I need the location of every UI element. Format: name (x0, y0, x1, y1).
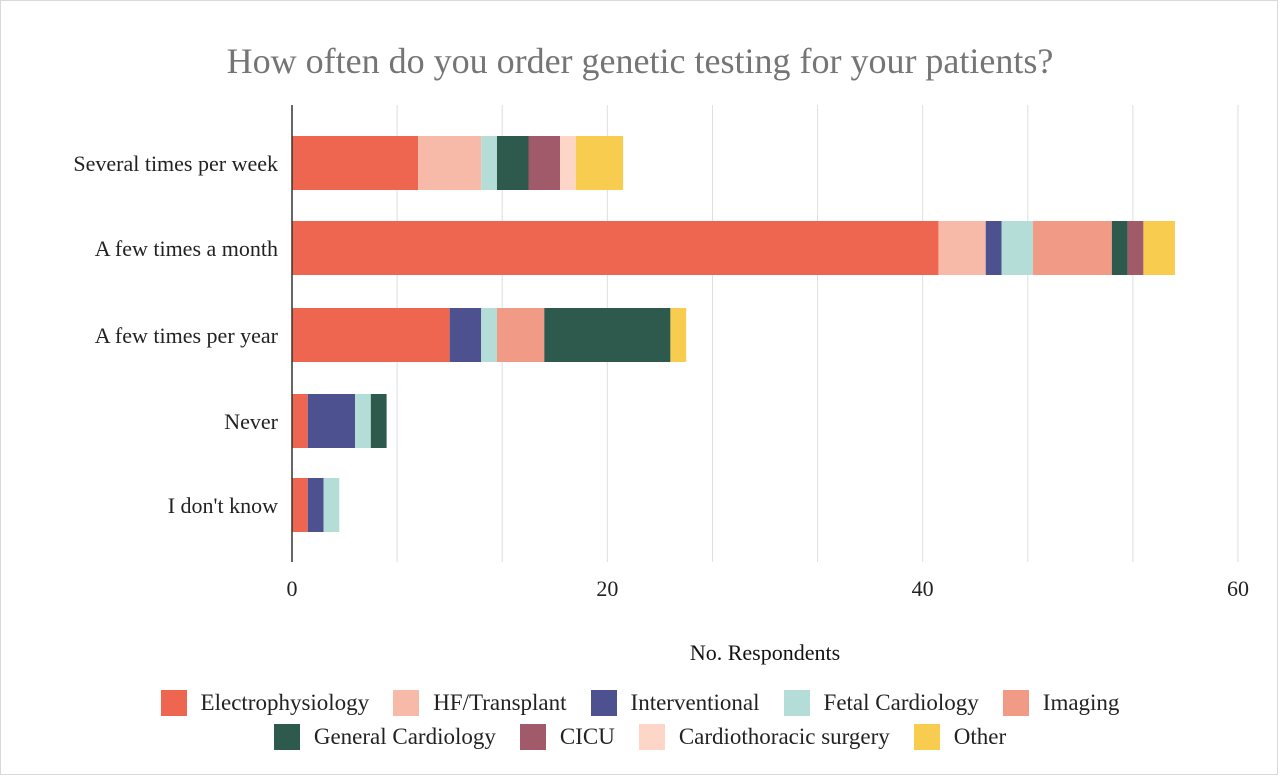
category-label: Never (224, 409, 278, 434)
bar-segment (1143, 221, 1175, 275)
legend-swatch (913, 724, 940, 750)
legend-label: Other (953, 724, 1007, 749)
bar-segment (370, 394, 387, 448)
legend-swatch (519, 724, 546, 750)
x-tick-label: 0 (287, 576, 298, 601)
bar-segment (323, 478, 340, 532)
legend-item: Interventional (590, 690, 760, 716)
legend-item: Cardiothoracic surgery (638, 724, 890, 750)
legend-item: CICU (519, 724, 615, 750)
bar-segment (985, 221, 1002, 275)
bar-segment (496, 136, 529, 190)
legend-swatch (160, 690, 187, 716)
legend-item: HF/Transplant (393, 690, 567, 716)
x-tick-label: 40 (912, 576, 934, 601)
bar-segment (496, 308, 545, 362)
bar-segment (938, 221, 986, 275)
bar-segment (670, 308, 687, 362)
bar-segment (307, 394, 356, 448)
legend-label: Fetal Cardiology (823, 690, 979, 715)
legend-item: Imaging (1002, 690, 1120, 716)
bar-segment (307, 478, 324, 532)
category-label: I don't know (168, 493, 278, 518)
bar-segment (292, 136, 419, 190)
bar-segment (292, 308, 450, 362)
legend-label: Cardiothoracic surgery (678, 724, 890, 749)
legend-label: Imaging (1042, 690, 1120, 715)
category-label: A few times per year (95, 323, 279, 348)
bar-segment (355, 394, 371, 448)
legend: Electrophysiology HF/Transplant Interventi… (0, 686, 1280, 754)
x-axis-title: No. Respondents (689, 640, 841, 665)
bar-segment (1127, 221, 1144, 275)
x-tick-label: 20 (596, 576, 618, 601)
legend-label: CICU (559, 724, 615, 749)
bar-segment (449, 308, 482, 362)
legend-swatch (273, 724, 300, 750)
bar-segment (575, 136, 624, 190)
legend-swatch (1002, 690, 1029, 716)
legend-swatch (638, 724, 665, 750)
bar-segment (560, 136, 576, 190)
bar-segment (1001, 221, 1034, 275)
legend-swatch (783, 690, 810, 716)
legend-label: General Cardiology (313, 724, 496, 749)
legend-item: Other (913, 724, 1007, 750)
bar-segment (292, 221, 939, 275)
bar-segment (528, 136, 561, 190)
bar-segment (292, 394, 308, 448)
legend-row: General Cardiology CICU Cardiothoracic sur… (0, 720, 1280, 754)
chart-title: How often do you order genetic testing f… (226, 41, 1054, 81)
bar-segment (418, 136, 482, 190)
x-tick-label: 60 (1227, 576, 1249, 601)
bar-segment (481, 308, 497, 362)
bar-layer (292, 136, 1175, 532)
bar-segment (1111, 221, 1128, 275)
bar-segment (544, 308, 671, 362)
legend-item: Fetal Cardiology (783, 690, 979, 716)
bar-segment (1033, 221, 1112, 275)
legend-label: HF/Transplant (433, 690, 567, 715)
legend-row: Electrophysiology HF/Transplant Interventi… (0, 686, 1280, 720)
legend-item: Electrophysiology (160, 690, 370, 716)
category-label: Several times per week (73, 151, 278, 176)
legend-swatch (590, 690, 617, 716)
bar-segment (481, 136, 497, 190)
legend-swatch (393, 690, 420, 716)
legend-label: Electrophysiology (200, 690, 370, 715)
label-layer: Several times per week A few times a mont… (73, 151, 1249, 601)
category-label: A few times a month (95, 236, 278, 261)
legend-label: Interventional (630, 690, 760, 715)
bar-segment (292, 478, 308, 532)
legend-item: General Cardiology (273, 724, 496, 750)
